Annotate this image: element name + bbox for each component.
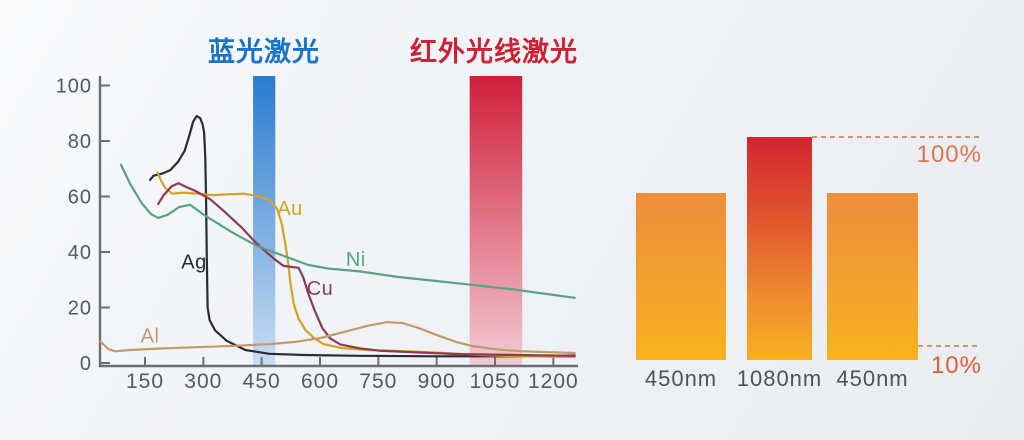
x-tick-label: 600 — [301, 370, 339, 393]
x-tick-label: 150 — [126, 370, 164, 393]
y-tick-label: 20 — [68, 298, 92, 320]
ir-laser-band — [469, 76, 523, 366]
bar-450nm-2 — [827, 193, 918, 360]
annotation-label-100%: 100% — [916, 141, 982, 168]
series-Ag-line — [149, 114, 576, 358]
x-tick-label: 450 — [243, 370, 281, 393]
series-Cu-label: Cu — [307, 278, 334, 300]
blue-laser-band — [253, 76, 276, 366]
x-tick-label: 1050 — [470, 370, 521, 393]
series-Ni-line — [119, 163, 576, 299]
bar-450nm-0 — [636, 193, 726, 360]
y-tick-label: 0 — [80, 353, 92, 375]
series-Al-line — [99, 321, 576, 355]
series-Ni-label: Ni — [346, 249, 366, 271]
annotation-label-10%: 10% — [930, 352, 982, 379]
blue-laser-title: 蓝光激光 — [208, 37, 320, 68]
series-Ag-label: Ag — [181, 251, 206, 273]
chart-axes — [98, 76, 578, 368]
bar-category-label: 1080nm — [736, 366, 823, 391]
bar-category-label: 450nm — [836, 366, 909, 391]
ir-laser-title: 红外光线激光 — [410, 37, 578, 68]
annotation-dash-line-100% — [812, 136, 980, 138]
y-tick-label: 100 — [56, 76, 92, 98]
x-tick-label: 750 — [359, 370, 397, 393]
bar-1080nm-1 — [747, 137, 812, 360]
reflectivity-line-chart: 0 20 40 60 80 100 150 300 450 600 750 900 1050 1200 Ag… — [56, 76, 579, 393]
y-tick-label: 60 — [68, 187, 92, 209]
bar-category-label: 450nm — [644, 366, 718, 391]
series-Al-label: Al — [141, 326, 160, 348]
annotation-dash-line-10% — [918, 345, 980, 347]
x-tick-label: 300 — [184, 370, 222, 393]
series-Au-label: Au — [277, 198, 302, 220]
x-tick-label: 1200 — [528, 370, 579, 393]
series-Cu-line — [157, 182, 576, 357]
x-tick-label: 900 — [418, 370, 456, 393]
y-tick-label: 40 — [68, 242, 92, 264]
y-tick-label: 80 — [68, 131, 92, 153]
